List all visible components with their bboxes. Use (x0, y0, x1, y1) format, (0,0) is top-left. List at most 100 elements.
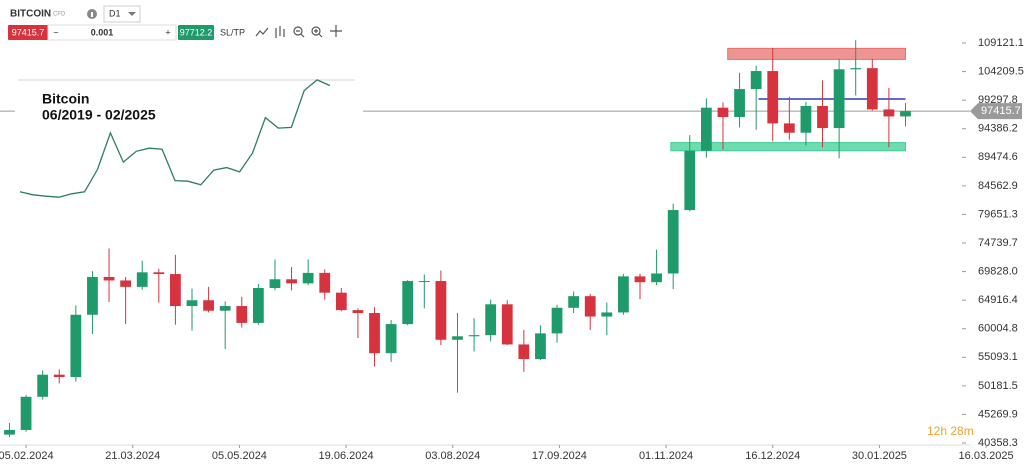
candle-body (601, 312, 613, 317)
candle-timer: 12h 28m (927, 424, 974, 438)
candle-body (335, 292, 347, 311)
x-tick-label: 01.11.2024 (639, 450, 693, 462)
candle-body (53, 374, 65, 378)
candle-body (883, 109, 895, 117)
sltp-button[interactable]: SL/TP (220, 27, 245, 37)
candle-body (634, 276, 646, 283)
volume-input[interactable] (47, 24, 177, 41)
y-tick-label: 40358.3 (978, 437, 1018, 449)
candle-body (418, 281, 430, 283)
candle-body (136, 272, 148, 287)
candle-body (153, 272, 165, 275)
y-tick-label: 50181.5 (978, 380, 1018, 392)
candle-body (618, 276, 629, 313)
x-tick-label: 30.01.2025 (852, 450, 907, 462)
candle-body (700, 107, 712, 151)
volume: 0.001 (91, 27, 114, 37)
candle-body (783, 123, 795, 133)
candle-body (170, 274, 181, 307)
buy-price: 97712.2 (180, 27, 213, 37)
candle-body (385, 324, 397, 354)
candle-body (850, 68, 862, 70)
candle-body (37, 374, 49, 397)
x-tick-label: 05.05.2024 (212, 450, 267, 462)
x-tick-label: 16.12.2024 (745, 450, 800, 462)
price-zone (670, 142, 906, 152)
candle-body (551, 307, 563, 334)
candle-body (452, 336, 463, 340)
candle-body (568, 296, 580, 308)
candle-body (203, 300, 214, 311)
y-tick-label: 99297.8 (978, 94, 1018, 106)
inset-line (19, 79, 331, 198)
price-zone (727, 47, 906, 60)
y-tick-label: 79651.3 (978, 208, 1018, 220)
buy-button[interactable] (178, 25, 214, 40)
candle-body (4, 429, 15, 435)
symbol[interactable]: BITCOIN (10, 9, 51, 20)
volume-minus[interactable]: − (53, 27, 58, 37)
y-tick-label: 89474.6 (978, 151, 1018, 163)
x-tick-label: 16.03.2025 (959, 450, 1014, 462)
x-tick-label: 17.09.2024 (532, 450, 587, 462)
candle-body (518, 344, 530, 359)
candle-body (717, 107, 729, 117)
candle-body (767, 71, 779, 124)
y-tick-label: 84562.9 (978, 180, 1018, 192)
tool-icons[interactable] (255, 25, 342, 38)
candle-body (485, 304, 497, 336)
candle-body (103, 276, 115, 281)
inset-background (15, 55, 363, 220)
candle-body (186, 300, 198, 307)
candle-body (651, 273, 662, 283)
candle-body (369, 313, 380, 354)
candle-body (20, 396, 32, 430)
candle-body (435, 281, 447, 340)
candle-body (584, 296, 596, 317)
candle-body (402, 281, 414, 325)
dropdown-caret (128, 12, 136, 16)
x-tick-label: 21.03.2024 (105, 450, 160, 462)
sell-price: 97415.7 (12, 27, 45, 37)
y-tick-label: 64916.4 (978, 294, 1018, 306)
candle-body (219, 306, 231, 311)
candle-body (866, 68, 878, 110)
x-tick-label: 05.02.2024 (0, 450, 54, 462)
candle-body (734, 89, 745, 117)
inset-title: Bitcoin (42, 91, 89, 107)
candle-body (236, 306, 248, 323)
timeframe-dropdown[interactable] (103, 5, 141, 23)
candle-body (120, 280, 132, 287)
volume-plus[interactable]: + (165, 27, 170, 37)
inset-subtitle: 06/2019 - 02/2025 (42, 107, 156, 123)
candle-body (286, 279, 297, 284)
candle-body (501, 304, 513, 345)
symbol-type: CFD (53, 12, 66, 18)
y-tick-label: 45269.9 (978, 408, 1018, 420)
last-price-tag (970, 103, 1022, 120)
y-tick-label: 94386.2 (978, 123, 1018, 135)
last-price-label: 97415.7 (981, 105, 1021, 117)
x-tick-label: 19.06.2024 (319, 450, 374, 462)
y-tick-label: 104209.5 (978, 65, 1024, 77)
candle-body (352, 310, 364, 314)
candle-body (87, 276, 98, 315)
candle-body (800, 105, 812, 133)
candle-body (535, 333, 546, 359)
candle-body (319, 272, 331, 293)
y-tick-label: 109121.1 (978, 37, 1024, 49)
candle-body (70, 314, 82, 378)
y-tick-label: 55093.1 (978, 351, 1018, 363)
sell-button[interactable] (8, 25, 48, 40)
candle-body (468, 335, 480, 337)
candle-body (833, 69, 845, 129)
candle-body (667, 210, 679, 274)
candle-body (269, 279, 281, 289)
candle-body (750, 71, 762, 90)
x-tick-label: 03.08.2024 (425, 450, 480, 462)
timeframe: D1 (109, 8, 121, 18)
candle-body (252, 288, 264, 323)
candle-body (817, 105, 828, 129)
info-icon-glyph (91, 12, 93, 17)
